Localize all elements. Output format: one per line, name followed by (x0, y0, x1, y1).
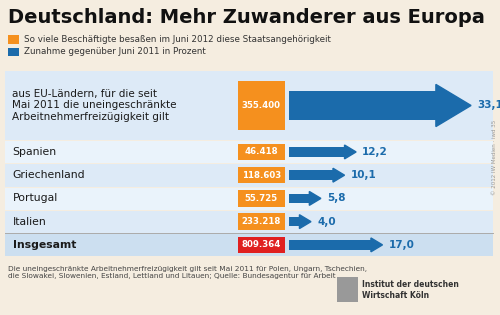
Text: 33,1: 33,1 (477, 100, 500, 111)
Text: Portugal: Portugal (12, 193, 58, 203)
FancyBboxPatch shape (289, 170, 333, 180)
Text: 12,2: 12,2 (362, 147, 388, 157)
FancyBboxPatch shape (289, 194, 310, 203)
Text: 355.400: 355.400 (242, 101, 281, 110)
Text: 5,8: 5,8 (327, 193, 345, 203)
Polygon shape (371, 238, 382, 252)
Polygon shape (436, 84, 471, 127)
Text: 10,1: 10,1 (350, 170, 376, 180)
Text: 55.725: 55.725 (244, 194, 278, 203)
Text: 17,0: 17,0 (388, 240, 414, 250)
Text: So viele Beschäftigte besaßen im Juni 2012 diese Staatsangehörigkeit: So viele Beschäftigte besaßen im Juni 20… (24, 35, 332, 44)
Text: 809.364: 809.364 (242, 240, 281, 249)
Text: Griechenland: Griechenland (12, 170, 85, 180)
FancyBboxPatch shape (5, 71, 492, 140)
Text: aus EU-Ländern, für die seit
Mai 2011 die uneingeschränkte
Arbeitnehmerfreizügig: aus EU-Ländern, für die seit Mai 2011 di… (12, 89, 177, 122)
Text: 118.603: 118.603 (242, 171, 281, 180)
FancyBboxPatch shape (5, 187, 492, 210)
Polygon shape (333, 168, 344, 182)
FancyBboxPatch shape (8, 48, 18, 56)
FancyBboxPatch shape (289, 147, 344, 157)
Text: 4,0: 4,0 (317, 217, 336, 226)
Polygon shape (344, 145, 356, 159)
Polygon shape (300, 215, 311, 229)
FancyBboxPatch shape (338, 277, 357, 302)
Text: Italien: Italien (12, 217, 46, 226)
Text: Institut der deutschen
Wirtschaft Köln: Institut der deutschen Wirtschaft Köln (362, 280, 460, 300)
FancyBboxPatch shape (289, 91, 436, 120)
FancyBboxPatch shape (289, 240, 371, 250)
FancyBboxPatch shape (238, 144, 285, 160)
Text: 46.418: 46.418 (244, 147, 278, 157)
FancyBboxPatch shape (5, 211, 492, 233)
FancyBboxPatch shape (238, 81, 285, 130)
Text: 233.218: 233.218 (242, 217, 281, 226)
Polygon shape (310, 192, 321, 205)
FancyBboxPatch shape (5, 234, 492, 256)
Text: Spanien: Spanien (12, 147, 56, 157)
FancyBboxPatch shape (238, 190, 285, 207)
FancyBboxPatch shape (238, 237, 285, 253)
FancyBboxPatch shape (238, 167, 285, 183)
FancyBboxPatch shape (5, 141, 492, 163)
Text: © 2012 IW Medien · iwd 35: © 2012 IW Medien · iwd 35 (492, 120, 498, 195)
Text: Deutschland: Mehr Zuwanderer aus Europa: Deutschland: Mehr Zuwanderer aus Europa (8, 8, 484, 27)
Text: Zunahme gegenüber Juni 2011 in Prozent: Zunahme gegenüber Juni 2011 in Prozent (24, 48, 206, 56)
FancyBboxPatch shape (289, 217, 300, 226)
FancyBboxPatch shape (8, 35, 18, 44)
FancyBboxPatch shape (238, 214, 285, 230)
FancyBboxPatch shape (5, 164, 492, 186)
Text: Insgesamt: Insgesamt (12, 240, 76, 250)
Text: Die uneingeschränkte Arbeitnehmerfreizügigkeit gilt seit Mai 2011 für Polen, Ung: Die uneingeschränkte Arbeitnehmerfreizüg… (8, 266, 366, 279)
